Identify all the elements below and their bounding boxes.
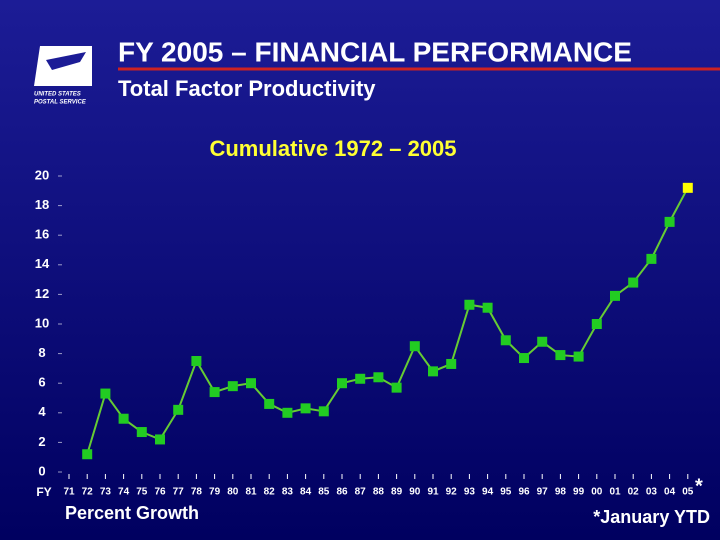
x-tick-label: 96 — [518, 487, 530, 498]
data-point — [209, 387, 220, 398]
data-point — [373, 372, 384, 383]
x-tick-label: 81 — [245, 487, 257, 498]
y-tick-label: 18 — [35, 197, 49, 212]
x-tick-label: 04 — [664, 487, 676, 498]
x-tick-label: 97 — [537, 487, 549, 498]
data-point — [118, 413, 129, 424]
x-tick-label: 91 — [427, 487, 439, 498]
x-tick-label: 78 — [191, 487, 203, 498]
data-point — [173, 404, 184, 415]
x-tick-label: 95 — [500, 487, 512, 498]
data-point — [355, 373, 366, 384]
data-point — [646, 253, 657, 264]
data-point — [537, 336, 548, 347]
x-tick-label: 74 — [118, 487, 130, 498]
x-tick-label: 89 — [391, 487, 403, 498]
x-tick-label: 87 — [355, 487, 367, 498]
data-point — [519, 353, 529, 364]
data-point — [482, 302, 493, 313]
y-tick-label: 6 — [38, 375, 45, 390]
logo-text: POSTAL SERVICE — [34, 100, 87, 106]
data-point — [610, 290, 620, 301]
y-tick-label: 4 — [38, 404, 46, 419]
y-tick-label: 2 — [38, 434, 45, 449]
x-tick-label: 85 — [318, 487, 330, 498]
data-point — [100, 388, 111, 399]
x-tick-label: 80 — [227, 487, 239, 498]
y-axis-label: Percent Growth — [65, 503, 199, 523]
data-point — [500, 335, 511, 346]
x-axis-label: FY — [36, 485, 51, 499]
data-point — [337, 378, 347, 389]
slide-title: FY 2005 – FINANCIAL PERFORMANCE — [118, 36, 632, 67]
footnote: *January YTD — [593, 507, 710, 527]
x-tick-label: 84 — [300, 487, 312, 498]
series-line — [86, 187, 689, 455]
data-point — [318, 406, 329, 417]
data-point — [446, 358, 457, 369]
data-point — [682, 182, 693, 193]
data-point — [227, 381, 238, 392]
data-point — [464, 299, 475, 310]
x-tick-label: 83 — [282, 487, 294, 498]
x-tick-label: 03 — [646, 487, 658, 498]
y-tick-label: 10 — [35, 315, 49, 330]
x-tick-label: 72 — [82, 487, 94, 498]
x-tick-label: 01 — [609, 487, 621, 498]
logo-stripe — [46, 52, 86, 70]
data-point — [391, 382, 402, 393]
data-point — [82, 449, 93, 460]
chart-title: Cumulative 1972 – 2005 — [209, 136, 456, 161]
footnote-marker: * — [695, 475, 703, 497]
logo-text: UNITED STATES — [34, 92, 81, 98]
x-tick-label: 88 — [373, 487, 385, 498]
y-tick-label: 12 — [35, 286, 49, 301]
x-tick-label: 76 — [154, 487, 166, 498]
data-point — [573, 351, 584, 362]
data-point — [664, 216, 675, 227]
data-point — [191, 356, 202, 366]
slide-subtitle: Total Factor Productivity — [118, 76, 376, 101]
y-tick-label: 8 — [38, 345, 45, 360]
x-tick-label: 90 — [409, 487, 421, 498]
y-tick-label: 16 — [35, 227, 49, 242]
x-tick-label: 77 — [173, 487, 185, 498]
data-point — [428, 366, 438, 377]
data-point — [282, 407, 293, 418]
x-tick-label: 75 — [136, 487, 148, 498]
data-point — [246, 378, 256, 389]
x-tick-label: 86 — [336, 487, 348, 498]
x-tick-label: 93 — [464, 487, 476, 498]
x-tick-label: 05 — [682, 487, 694, 498]
data-point — [555, 350, 566, 361]
x-tick-label: 79 — [209, 487, 221, 498]
x-tick-label: 00 — [591, 487, 603, 498]
data-point — [264, 398, 275, 409]
data-point — [628, 277, 639, 288]
logo: UNITED STATES POSTAL SERVICE — [34, 46, 92, 106]
data-point — [136, 427, 147, 438]
x-tick-label: 71 — [63, 487, 75, 498]
y-tick-label: 20 — [35, 167, 49, 182]
x-tick-label: 99 — [573, 487, 585, 498]
data-point — [409, 341, 420, 352]
data-point — [300, 403, 311, 414]
x-tick-label: 73 — [100, 487, 112, 498]
data-point — [591, 319, 602, 329]
x-tick-label: 82 — [264, 487, 276, 498]
x-tick-label: 02 — [628, 487, 640, 498]
x-tick-label: 92 — [446, 487, 458, 498]
y-tick-label: 0 — [38, 463, 45, 478]
data-point — [155, 434, 165, 445]
y-tick-label: 14 — [35, 256, 50, 271]
x-tick-label: 98 — [555, 487, 567, 498]
x-tick-label: 94 — [482, 487, 494, 498]
